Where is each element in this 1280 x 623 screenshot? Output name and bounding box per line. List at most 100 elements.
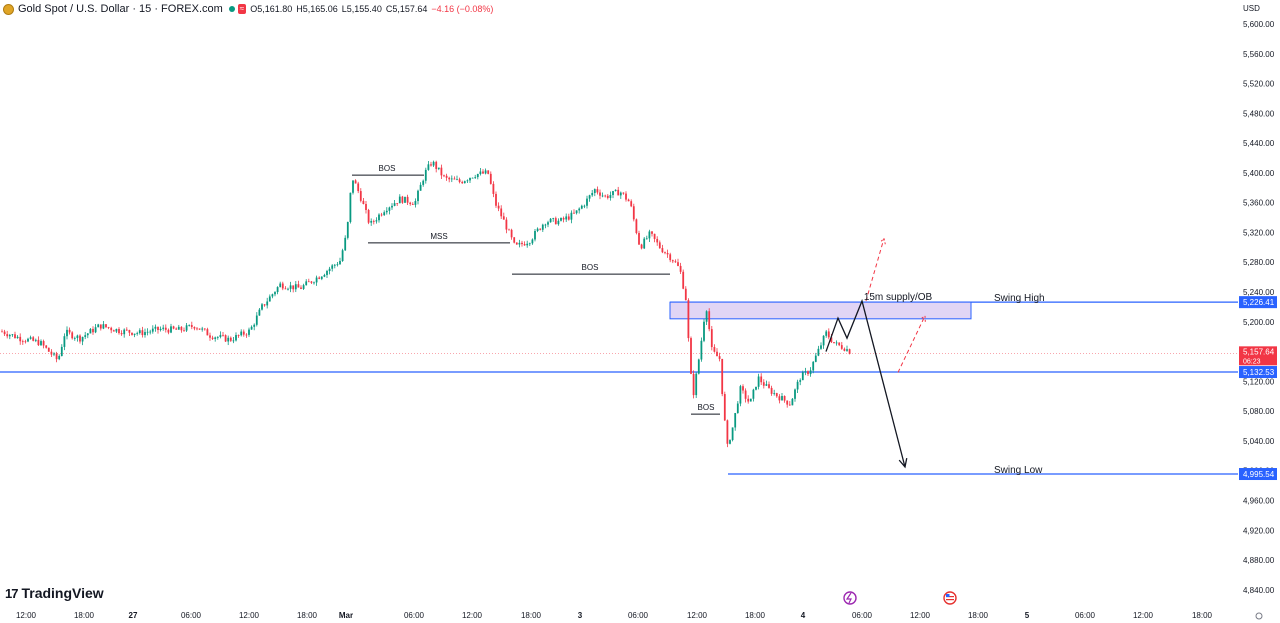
candle-body xyxy=(700,340,703,360)
candle-body xyxy=(66,329,68,337)
candle-body xyxy=(27,338,29,342)
candle-body xyxy=(164,327,167,330)
candle-body xyxy=(809,370,812,375)
candle-body xyxy=(690,338,692,374)
candle-body xyxy=(11,334,14,336)
candle-body xyxy=(666,253,669,255)
symbol-title[interactable]: Gold Spot / U.S. Dollar · 15 · FOREX.com xyxy=(18,3,223,15)
last-price-text: 5,157.64 xyxy=(1243,347,1275,356)
candle-body xyxy=(128,330,131,333)
candle-body xyxy=(315,277,318,283)
candle-body xyxy=(133,333,136,335)
candle-body xyxy=(476,173,479,178)
tradingview-logo[interactable]: 17 TradingView xyxy=(5,585,104,601)
candle-body xyxy=(50,351,53,355)
candle-body xyxy=(653,233,656,239)
candle-body xyxy=(677,262,679,266)
candle-body xyxy=(807,371,809,375)
candle-body xyxy=(742,386,744,391)
time-tick-label: 3 xyxy=(578,611,583,620)
candle-body xyxy=(370,220,373,223)
candle-body xyxy=(94,327,97,333)
candle-body xyxy=(820,345,822,349)
candle-body xyxy=(300,287,302,289)
tradingview-logo-text: TradingView xyxy=(21,585,104,601)
candle-body xyxy=(391,205,393,208)
candle-body xyxy=(167,329,170,333)
candle-body xyxy=(333,264,336,266)
us-flag-event-icon xyxy=(943,591,957,605)
alt-path-dashed xyxy=(865,238,885,302)
price-tick-label: 5,040.00 xyxy=(1243,437,1275,446)
time-tick-label: 12:00 xyxy=(910,611,931,620)
candle-body xyxy=(422,180,425,185)
close-value: C5,157.64 xyxy=(385,4,428,14)
candle-body xyxy=(271,294,274,297)
level-label: Swing High xyxy=(994,293,1045,304)
zone-label: 15m supply/OB xyxy=(864,292,933,303)
candle-body xyxy=(791,398,794,406)
candle-body xyxy=(417,190,419,202)
candle-body xyxy=(450,178,453,180)
candle-body xyxy=(573,212,575,214)
level-price-tag xyxy=(1239,366,1277,379)
candle-body xyxy=(729,440,731,444)
candle-body xyxy=(768,384,770,388)
candle-body xyxy=(302,285,305,289)
candle-body xyxy=(528,243,531,245)
candle-body xyxy=(645,238,648,240)
candle-body xyxy=(55,353,58,360)
candle-body xyxy=(604,195,607,197)
candle-body xyxy=(63,336,66,347)
structure-lines xyxy=(352,174,720,415)
candle-body xyxy=(606,195,609,198)
candle-body xyxy=(250,326,253,330)
currency-label[interactable]: USD xyxy=(1243,4,1260,13)
candle-body xyxy=(687,300,690,339)
candle-body xyxy=(734,413,737,428)
candle-body xyxy=(112,330,115,332)
supply-zone xyxy=(669,301,972,320)
candle-body xyxy=(710,329,713,348)
candle-body xyxy=(781,396,783,401)
candle-body xyxy=(770,387,773,394)
candle-body xyxy=(206,329,209,336)
candles xyxy=(1,160,851,448)
candle-body xyxy=(625,193,627,200)
candle-body xyxy=(73,338,76,339)
candle-body xyxy=(567,216,570,220)
candle-body xyxy=(430,164,432,166)
candle-body xyxy=(788,404,791,406)
time-tick-label: 12:00 xyxy=(16,611,37,620)
candle-body xyxy=(224,335,227,342)
candle-body xyxy=(723,394,726,421)
candle-body xyxy=(801,372,804,381)
price-axis[interactable]: 5,600.00 5,560.00 5,520.00 5,480.00 5,440.00… xyxy=(1239,20,1277,595)
candle-body xyxy=(495,193,497,206)
candle-body xyxy=(500,208,503,217)
time-axis[interactable]: 12:00 18:00 27 06:00 12:00 18:00 Mar 06:00 12:00… xyxy=(16,611,1263,620)
candle-body xyxy=(115,328,118,332)
time-tick-label: 12:00 xyxy=(462,611,483,620)
candle-body xyxy=(60,346,63,356)
candle-body xyxy=(830,337,833,343)
candle-body xyxy=(435,161,438,169)
candle-body xyxy=(846,349,848,351)
candle-body xyxy=(833,342,835,344)
time-tick-label: 18:00 xyxy=(297,611,318,620)
candle-body xyxy=(40,341,42,346)
candle-body xyxy=(557,220,560,225)
candle-body xyxy=(427,164,430,170)
candle-body xyxy=(804,371,807,373)
candle-body xyxy=(580,205,583,209)
candle-body xyxy=(352,180,354,193)
candle-body xyxy=(396,203,399,204)
candle-body xyxy=(297,284,300,288)
candle-body xyxy=(242,331,245,335)
candle-body xyxy=(89,328,92,334)
candle-body xyxy=(682,271,685,289)
candle-body xyxy=(640,244,643,249)
candle-body xyxy=(71,332,74,339)
candle-body xyxy=(19,336,22,342)
